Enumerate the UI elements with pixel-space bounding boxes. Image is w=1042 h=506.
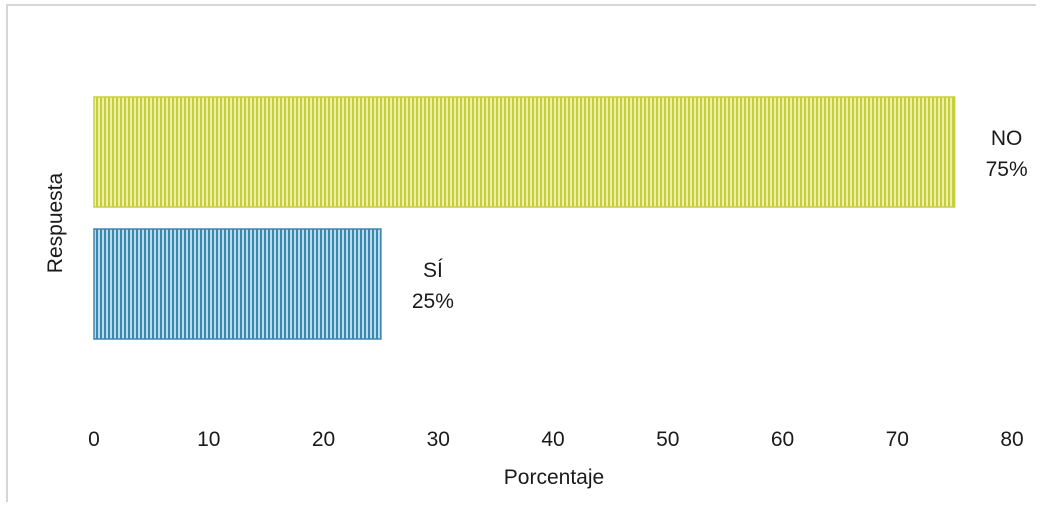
y-axis-title: Respuesta (44, 172, 67, 273)
bar-label-no-category: NO (991, 127, 1023, 150)
x-tick-label: 80 (1000, 428, 1023, 451)
x-axis-title: Porcentaje (504, 466, 604, 489)
x-tick-label: 70 (886, 428, 909, 451)
bar-data-labels: NO 75% SÍ 25% (412, 127, 1028, 313)
x-tick-label: 20 (312, 428, 335, 451)
x-tick-label: 50 (656, 428, 679, 451)
x-axis-ticks: 0 10 20 30 40 50 60 70 80 (88, 428, 1024, 451)
bar-label-no-percent: 75% (986, 158, 1028, 181)
bar-label-si-percent: 25% (412, 290, 454, 313)
x-tick-label: 40 (541, 428, 564, 451)
bar-label-si-category: SÍ (423, 259, 443, 282)
x-tick-label: 60 (771, 428, 794, 451)
x-tick-label: 10 (197, 428, 220, 451)
bar-si (93, 228, 382, 340)
x-tick-label: 0 (88, 428, 100, 451)
bar-no (93, 96, 956, 208)
x-tick-label: 30 (427, 428, 450, 451)
bars (93, 96, 956, 340)
